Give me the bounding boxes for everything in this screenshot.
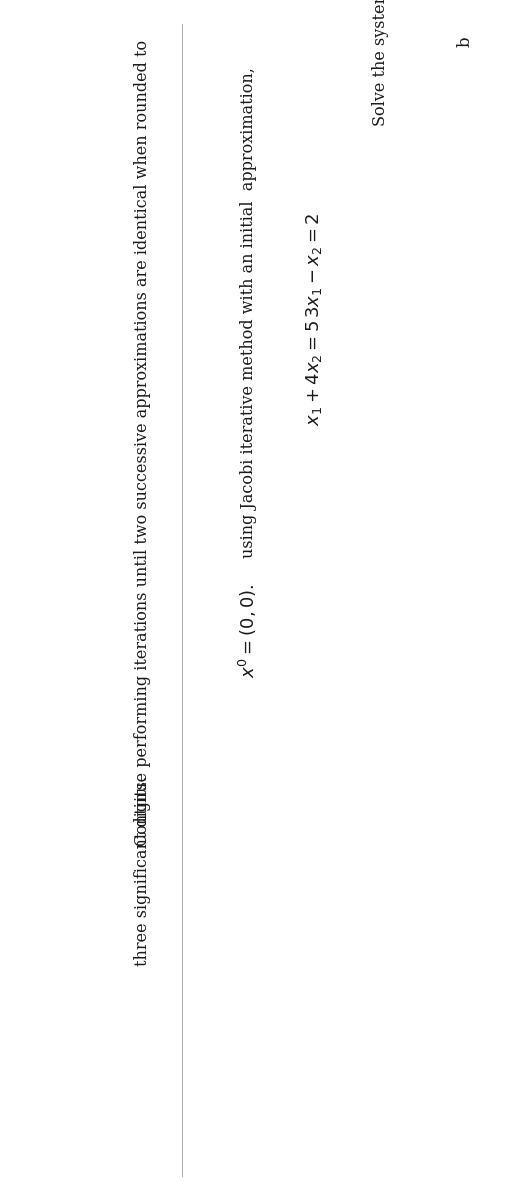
Text: $x^{0} = (0, 0).$: $x^{0} = (0, 0).$ (237, 583, 259, 678)
Text: Solve the system of linear equations: Solve the system of linear equations (372, 0, 389, 126)
Text: $3x_1 - x_2 = 2$: $3x_1 - x_2 = 2$ (304, 212, 324, 318)
Text: Continue performing iterations until two successive approximations are identical: Continue performing iterations until two… (134, 40, 151, 846)
Text: b: b (456, 37, 473, 47)
Text: $x_1 + 4x_2 = 5$: $x_1 + 4x_2 = 5$ (304, 319, 324, 426)
Text: three significant digits.: three significant digits. (134, 776, 151, 966)
Text: using Jacobi iterative method with an initial  approximation,: using Jacobi iterative method with an in… (240, 67, 257, 558)
